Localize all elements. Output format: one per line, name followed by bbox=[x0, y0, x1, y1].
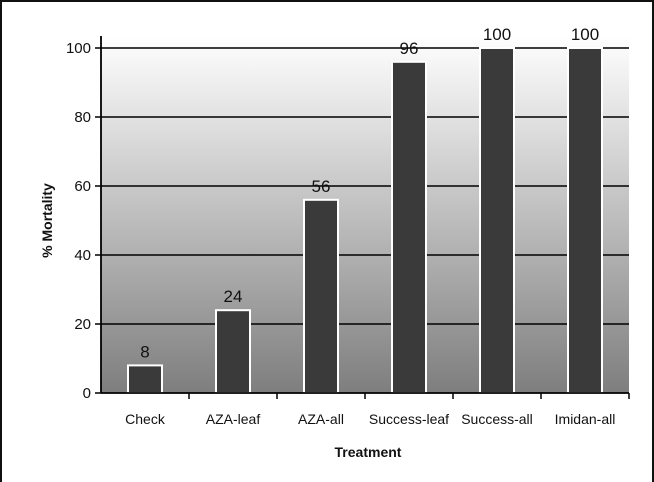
data-label-AZA-leaf: 24 bbox=[224, 287, 243, 306]
y-tick-label-0: 0 bbox=[83, 385, 91, 402]
axes bbox=[95, 36, 630, 399]
data-label-Imidan-all: 100 bbox=[571, 25, 599, 44]
y-tick-label-80: 80 bbox=[74, 109, 91, 126]
data-label-Success-all: 100 bbox=[483, 25, 511, 44]
x-tick-label-Success-all: Success-all bbox=[461, 411, 533, 427]
data-label-Check: 8 bbox=[140, 342, 149, 361]
x-tick-label-AZA-all: AZA-all bbox=[298, 411, 344, 427]
gridlines bbox=[101, 47, 629, 325]
y-tick-label-100: 100 bbox=[66, 40, 91, 57]
data-label-AZA-all: 56 bbox=[312, 177, 331, 196]
x-tick-label-Check: Check bbox=[125, 411, 166, 427]
y-tick-label-40: 40 bbox=[74, 247, 91, 264]
data-label-Success-leaf: 96 bbox=[400, 39, 419, 58]
x-tick-label-Imidan-all: Imidan-all bbox=[555, 411, 616, 427]
bar-AZA-leaf bbox=[215, 309, 251, 395]
y-axis-title: % Mortality bbox=[39, 183, 55, 258]
x-tick-label-AZA-leaf: AZA-leaf bbox=[206, 411, 261, 427]
plot-background bbox=[101, 36, 629, 393]
y-tick-label-20: 20 bbox=[74, 316, 91, 333]
bar-Imidan-all bbox=[567, 47, 603, 394]
bar-Success-all bbox=[479, 47, 515, 394]
x-tick-label-Success-leaf: Success-leaf bbox=[369, 411, 449, 427]
bar-Success-leaf bbox=[391, 60, 427, 395]
bar-Check bbox=[127, 364, 163, 394]
labels: 0 20 40 60 80 100 8 Check 24 AZA-leaf 56 AZA-all 96 S… bbox=[66, 25, 615, 427]
x-axis-title: Treatment bbox=[335, 444, 402, 460]
bar-AZA-all bbox=[303, 198, 339, 394]
bars bbox=[127, 47, 603, 395]
frame-corner-line bbox=[0, 466, 12, 482]
y-tick-label-60: 60 bbox=[74, 178, 91, 195]
